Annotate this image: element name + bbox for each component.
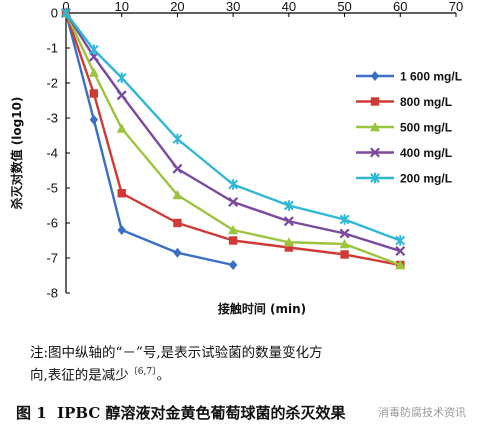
- line-chart: 0 10 20 30 40 50 60 70 0 -1 -2 -3 -4 -5 -6 -7 -8 1 600 m…: [9, 0, 463, 316]
- x-tick-label: 60: [393, 0, 407, 14]
- data-point-square: [117, 189, 126, 198]
- y-tick-label: -3: [46, 111, 58, 126]
- figure-caption: 图 1 IPBC 醇溶液对金黄色葡萄球菌的杀灭效果: [16, 402, 346, 423]
- series-0: [61, 8, 238, 270]
- data-point-diamond: [228, 260, 238, 270]
- chart-note: 注:图中纵轴的“－”号,是表示试验菌的数量变化方 向,表征的是减少〔6,7〕。: [30, 344, 490, 386]
- x-tick-label: 70: [449, 0, 463, 14]
- legend: 1 600 mg/L 800 mg/L 500 mg/L 400 mg/L 200 mg…: [356, 70, 462, 186]
- legend-item: 1 600 mg/L: [356, 70, 462, 84]
- series-3: [61, 8, 406, 256]
- data-point-triangle: [339, 239, 350, 249]
- data-point-x: [172, 163, 183, 174]
- data-point-x: [395, 246, 406, 256]
- data-point-star: [61, 7, 71, 19]
- data-point-triangle: [283, 237, 294, 247]
- legend-label: 500 mg/L: [400, 121, 452, 135]
- series-2: [61, 8, 406, 270]
- data-point-triangle: [172, 190, 183, 200]
- series-line: [64, 12, 401, 267]
- data-point-square: [89, 89, 99, 98]
- data-point-x: [116, 90, 127, 101]
- data-point-x: [228, 197, 239, 207]
- legend-label: 400 mg/L: [400, 146, 452, 160]
- data-point-square: [340, 250, 349, 259]
- legend-item: 400 mg/L: [356, 146, 452, 160]
- data-point-star: [283, 200, 294, 211]
- series-line: [64, 12, 401, 253]
- data-point-x: [370, 147, 380, 158]
- data-point-diamond: [89, 114, 99, 125]
- note-line-2-end: 。: [156, 367, 171, 384]
- x-tick-label: 10: [114, 0, 128, 14]
- note-reference: 〔6,7〕: [128, 367, 157, 377]
- legend-item: 500 mg/L: [356, 121, 452, 135]
- data-point-star: [395, 235, 406, 246]
- data-point-x: [283, 216, 294, 227]
- data-point-diamond: [173, 247, 182, 258]
- series-line: [65, 12, 401, 242]
- data-point-square: [228, 236, 238, 245]
- legend-item: 800 mg/L: [356, 95, 452, 109]
- data-point-square: [284, 243, 294, 252]
- legend-label: 200 mg/L: [400, 172, 452, 186]
- data-point-triangle: [228, 225, 239, 235]
- watermark: 消毒防腐技术资讯: [378, 406, 466, 419]
- legend-item: 200 mg/L: [356, 172, 452, 186]
- y-tick-label: -2: [46, 76, 58, 91]
- data-point-star: [88, 44, 99, 55]
- data-point-triangle: [88, 67, 99, 77]
- y-axis-title: 杀灭对数值 (log10): [9, 97, 24, 210]
- data-point-triangle: [116, 123, 127, 133]
- data-point-star: [370, 172, 380, 184]
- note-line-2: 向,表征的是减少〔6,7〕。: [30, 363, 490, 386]
- legend-label: 800 mg/L: [400, 95, 452, 109]
- note-line-2-text: 向,表征的是减少: [30, 367, 129, 384]
- figure-label: 图 1: [16, 404, 47, 422]
- y-tick-label: -1: [46, 41, 58, 56]
- figure-title: IPBC 醇溶液对金黄色葡萄球菌的杀灭效果: [57, 404, 346, 422]
- data-point-square: [173, 218, 182, 228]
- data-point-x: [339, 228, 350, 239]
- data-point-star: [228, 179, 239, 190]
- y-tick-label: -8: [46, 286, 58, 301]
- y-tick-label: -5: [46, 181, 58, 196]
- y-tick-label: -4: [46, 146, 58, 161]
- series-line: [64, 12, 401, 267]
- data-point-star: [116, 72, 127, 83]
- y-tick-label: -6: [46, 216, 58, 231]
- x-axis-title: 接触时间 (min): [218, 301, 306, 316]
- y-tick-label: -7: [46, 251, 58, 266]
- x-tick-label: 0: [62, 0, 69, 14]
- x-tick-label: 20: [170, 0, 184, 14]
- note-line-1: 注:图中纵轴的“－”号,是表示试验菌的数量变化方: [30, 345, 323, 361]
- data-point-diamond: [370, 71, 380, 81]
- data-point-star: [172, 133, 183, 145]
- data-point-star: [339, 214, 350, 225]
- data-point-triangle: [395, 260, 406, 270]
- x-tick-label: 30: [226, 0, 240, 14]
- legend-label: 1 600 mg/L: [400, 70, 462, 84]
- series-4: [61, 7, 406, 246]
- data-point-triangle: [370, 122, 380, 132]
- y-tick-label: 0: [51, 6, 58, 21]
- data-point-diamond: [117, 225, 126, 235]
- x-tick-label: 40: [282, 0, 296, 14]
- x-tick-label: 50: [337, 0, 351, 14]
- series-layer: [61, 7, 406, 270]
- data-point-square: [370, 97, 380, 106]
